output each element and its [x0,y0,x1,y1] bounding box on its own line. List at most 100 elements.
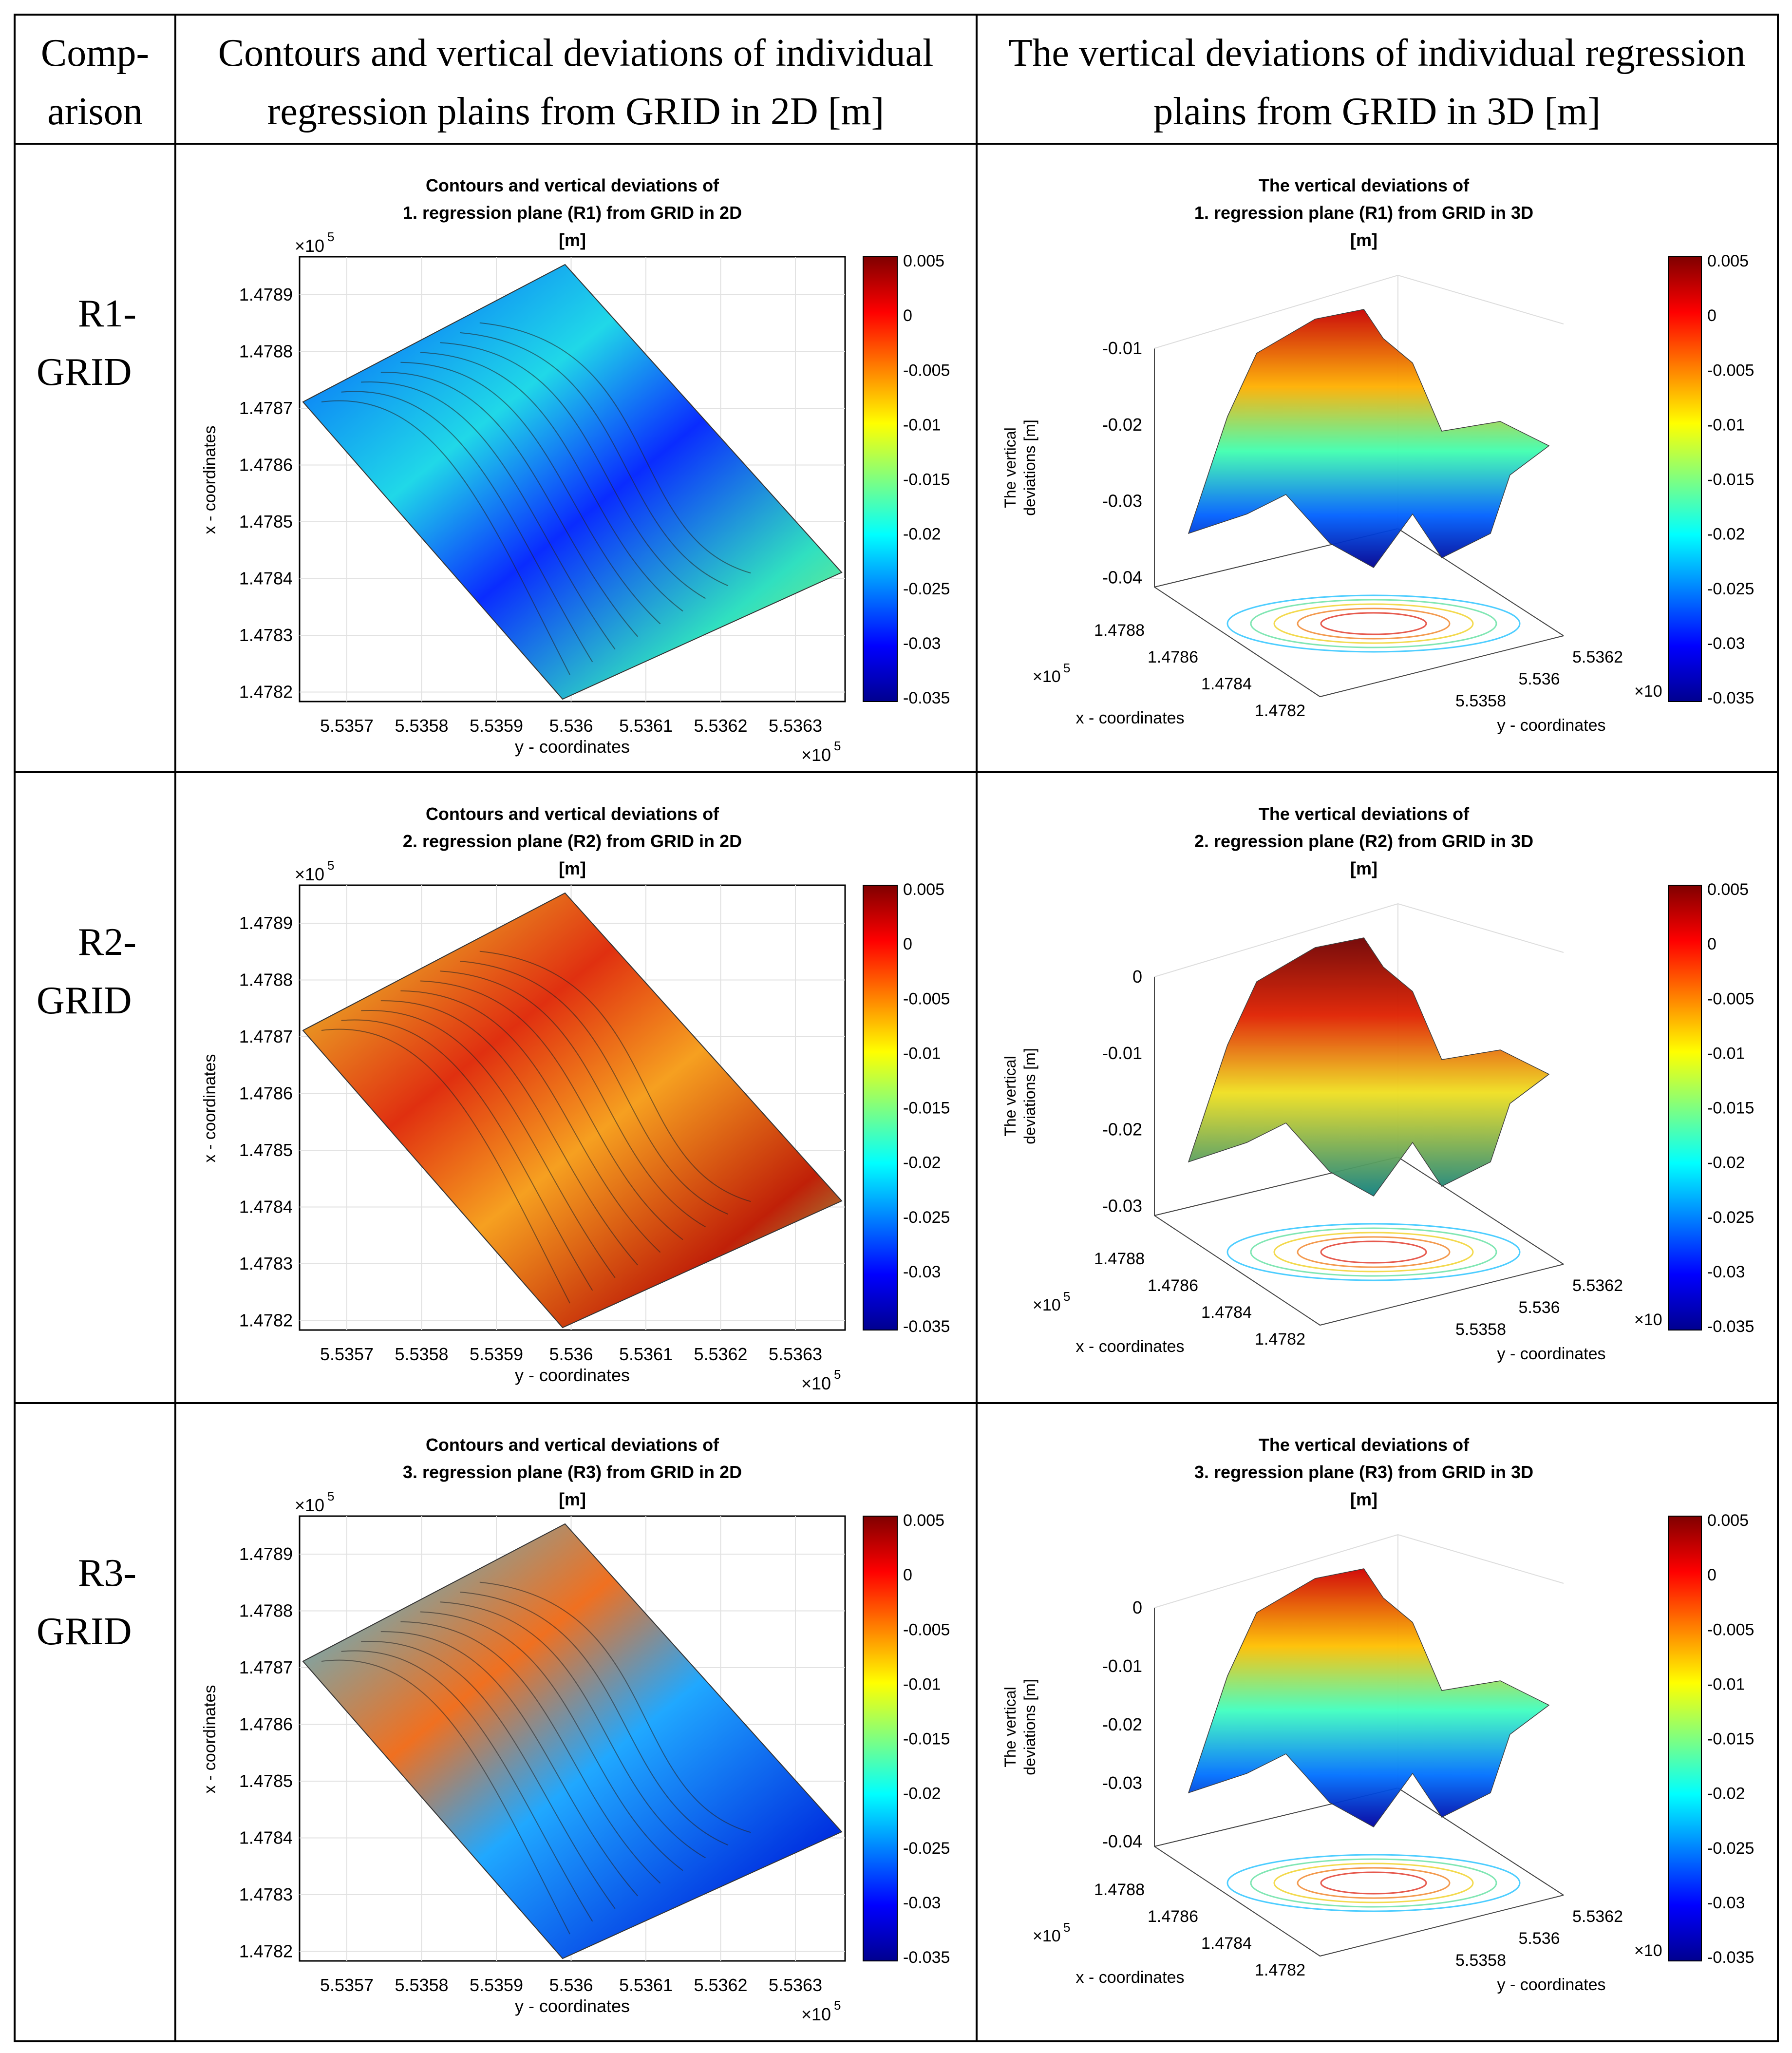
plot-3d-title: [m] [1350,1489,1377,1509]
contour-line [341,1650,593,1922]
x-exponent-power: 5 [834,739,841,753]
colorbar-tick: -0.01 [903,416,941,434]
y-tick-label: 1.4783 [239,1254,293,1274]
colorbar-tick: -0.015 [903,1730,950,1749]
y-exponent-power: 5 [327,1489,334,1503]
x-tick-label-3d: 1.4782 [1255,1330,1305,1349]
y-tick-label: 1.4783 [239,625,293,645]
z-axis-label: deviations [m] [1021,419,1038,515]
plot-3d-title: [m] [1350,230,1377,250]
colorbar-tick: -0.03 [903,1894,941,1912]
x-exponent: ×10 [801,1373,831,1393]
contour-line [460,332,729,587]
x-tick-label: 5.5361 [619,716,673,736]
x-tick-label: 5.5357 [320,1344,374,1364]
x-tick-label: 5.5358 [395,1975,448,1995]
z-tick-label: -0.01 [1102,1656,1142,1676]
x-tick-label: 5.5362 [694,1344,747,1364]
y-tick-label-3d: 5.536 [1518,1929,1560,1948]
z-tick-label: 0 [1132,967,1142,987]
contour-line [420,980,683,1240]
floor-contour [1297,1236,1451,1268]
colorbar-tick: -0.03 [903,1263,941,1281]
surface-3d [1188,309,1550,568]
z-axis-label: deviations [m] [1021,1679,1038,1775]
colorbar-tick: -0.025 [1707,580,1754,598]
colorbar [1668,256,1702,702]
colorbar-tick: -0.03 [903,634,941,653]
colorbar-tick: -0.005 [903,1620,950,1639]
x-tick-label-3d: 1.4782 [1255,702,1305,720]
contour-line [440,970,706,1228]
z-tick-label: -0.04 [1102,1831,1142,1851]
surface-plot-3d: The vertical deviations of 3. regression … [1001,1435,1754,1994]
colorbar-tick: -0.025 [1707,1839,1754,1858]
colorbar-tick: -0.03 [1707,634,1745,653]
floor-contour [1273,603,1474,644]
x-axis-label-3d: x - coordinates [1076,709,1185,727]
colorbar-tick: -0.025 [903,1208,950,1227]
contour-field [302,1523,843,1959]
colorbar-tick: -0.035 [1707,1317,1754,1336]
row-label-line1: R2- [78,921,136,964]
colorbar-tick: -0.03 [1707,1263,1745,1281]
plot-2d-title: Contours and vertical deviations of [426,175,719,195]
surface-plot-3d: The vertical deviations of 1. regression … [1001,175,1754,735]
header-2d-line1: Contours and vertical deviations of indi… [218,32,934,75]
z-tick-label: -0.02 [1102,1120,1142,1140]
floor-contour [1226,1223,1521,1281]
x-axis-label: y - coordinates [515,1996,630,2016]
colorbar-tick: -0.01 [1707,1044,1745,1063]
x-tick-label: 5.5359 [470,1344,523,1364]
colorbar-tick: 0.005 [1707,1511,1749,1530]
floor-contour [1250,1858,1497,1908]
contour-field [302,892,843,1329]
x-exponent-3d: ×10 [1033,1927,1061,1945]
plot-2d-title: Contours and vertical deviations of [426,804,719,824]
x-axis-label-3d: x - coordinates [1076,1968,1185,1987]
x-exponent-power: 5 [834,1998,841,2013]
floor-contour [1320,612,1427,635]
colorbar-tick: -0.035 [903,1317,950,1336]
plot-3d-title: The vertical deviations of [1259,804,1470,824]
x-tick-label-3d: 1.4784 [1201,675,1252,693]
y-tick-label-3d: 5.536 [1518,670,1560,688]
x-tick-label: 5.536 [549,1975,593,1995]
y-axis-label: x - coordinates [201,1685,219,1794]
y-exponent: ×10 [295,1495,324,1515]
y-tick-label-3d: 5.5362 [1572,1276,1623,1295]
colorbar-tick: -0.015 [903,1099,950,1118]
x-tick-label: 5.5361 [619,1975,673,1995]
colorbar-tick: -0.025 [903,580,950,598]
colorbar-tick: -0.01 [1707,1675,1745,1693]
colorbar-tick: -0.02 [1707,525,1745,544]
plot-2d-title: [m] [559,1489,586,1509]
y-tick-label: 1.4787 [239,398,293,418]
contour-line [420,352,683,612]
x-tick-label: 5.536 [549,716,593,736]
table-row: R3- GRID Contours and vertical deviations … [37,1435,1754,2024]
x-exponent-3d: ×10 [1033,1296,1061,1314]
x-exponent: ×10 [801,2004,831,2024]
colorbar-tick: -0.035 [903,689,950,707]
contour-line [479,322,751,574]
row-label-line2: GRID [37,979,132,1022]
row-label-line2: GRID [37,351,132,394]
surface-plot-3d: The vertical deviations of 2. regression … [1001,804,1754,1363]
colorbar-tick: -0.01 [903,1044,941,1063]
floor-contour [1297,1867,1451,1899]
header-3d-line1: The vertical deviations of individual re… [1009,32,1746,75]
contour-line [400,990,661,1253]
x-tick-label-3d: 1.4784 [1201,1934,1252,1953]
x-tick-label: 5.5363 [769,716,822,736]
colorbar-tick: 0.005 [1707,252,1749,270]
x-tick-label-3d: 1.4788 [1094,1250,1145,1268]
floor-contour [1226,1854,1521,1912]
contour-plot-2d: Contours and vertical deviations of 1. re… [201,175,950,765]
colorbar-tick: -0.005 [1707,989,1754,1008]
x-tick-label-3d: 1.4786 [1148,648,1198,666]
contour-line [361,1010,616,1278]
x-axis-label-3d: x - coordinates [1076,1337,1185,1356]
y-tick-label-3d: 5.5362 [1572,648,1623,666]
colorbar-tick: -0.02 [903,1785,941,1803]
